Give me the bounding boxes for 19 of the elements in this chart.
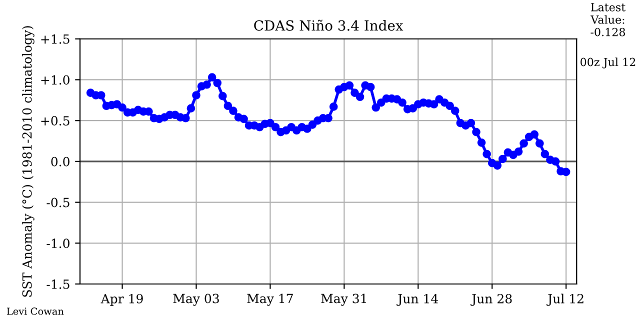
text: Levi Cowan bbox=[6, 308, 64, 315]
y-tick-label: +1.5 bbox=[41, 34, 70, 44]
y-tick-label: -0.5 bbox=[46, 198, 70, 208]
y-tick-label: -1.0 bbox=[46, 238, 70, 248]
y-tick-label: +0.5 bbox=[41, 116, 70, 126]
text: 00z Jul 12 bbox=[580, 58, 636, 68]
x-tick-label: Jun 14 bbox=[396, 294, 438, 306]
y-tick-label: +1.0 bbox=[41, 75, 70, 85]
x-tick-label: Jul 12 bbox=[546, 294, 584, 306]
y-axis-title: SST Anomaly (°C) (1981-2010 climatology) bbox=[22, 26, 34, 297]
y-tick-label: 0.0 bbox=[51, 156, 70, 166]
x-tick-label: May 31 bbox=[321, 294, 366, 306]
x-tick-label: Apr 19 bbox=[100, 294, 143, 306]
chart-title: CDAS Niño 3.4 Index bbox=[254, 20, 404, 31]
x-tick-label: Jun 28 bbox=[470, 294, 512, 306]
x-tick-label: May 03 bbox=[173, 294, 219, 306]
x-tick-label: May 17 bbox=[247, 294, 293, 306]
text: Latest Value: -0.128 bbox=[590, 3, 626, 36]
y-tick-label: -1.5 bbox=[46, 279, 70, 289]
